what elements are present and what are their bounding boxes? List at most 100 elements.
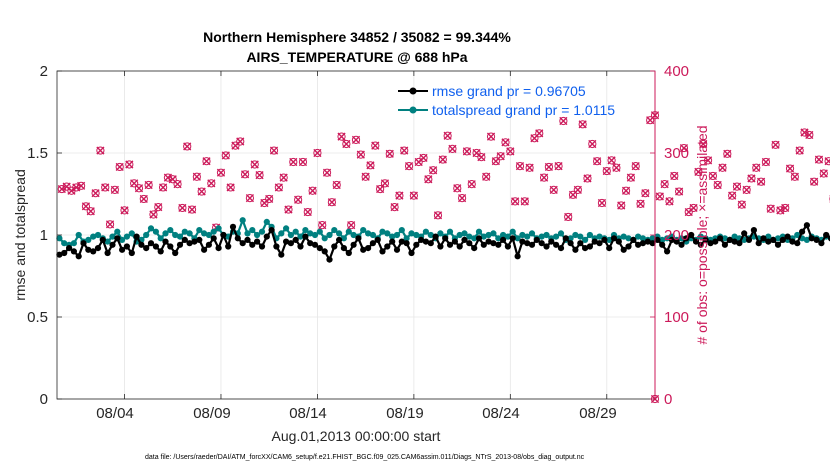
rmse-point bbox=[770, 236, 777, 243]
obs-possible-circle bbox=[207, 179, 216, 188]
obs-possible-circle bbox=[670, 171, 679, 181]
totalspread-point bbox=[143, 231, 150, 239]
obs-count-marker bbox=[173, 180, 182, 189]
obs-count-marker bbox=[559, 116, 568, 126]
obs-count-marker bbox=[192, 172, 201, 181]
obs-count-marker bbox=[356, 150, 365, 159]
obs-assimilated-cross bbox=[520, 197, 529, 206]
obs-possible-circle bbox=[515, 162, 525, 171]
obs-assimilated-cross bbox=[443, 131, 452, 140]
rmse-point bbox=[610, 235, 618, 242]
totalspread-point bbox=[625, 235, 632, 242]
obs-count-marker bbox=[289, 157, 298, 167]
obs-possible-circle bbox=[289, 157, 298, 167]
rmse-point bbox=[480, 241, 487, 248]
rmse-point bbox=[287, 240, 294, 247]
obs-count-marker bbox=[424, 175, 433, 184]
rmse-point bbox=[109, 241, 116, 248]
rmse-point bbox=[548, 238, 555, 245]
obs-assimilated-cross bbox=[279, 173, 288, 182]
totalspread-point bbox=[114, 228, 121, 235]
obs-count-marker bbox=[621, 186, 631, 195]
obs-assimilated-cross bbox=[351, 135, 361, 144]
rmse-point bbox=[538, 240, 545, 247]
obs-assimilated-cross bbox=[810, 177, 819, 186]
obs-count-marker bbox=[742, 185, 751, 194]
obs-assimilated-cross bbox=[689, 203, 698, 213]
totalspread-point bbox=[147, 225, 155, 232]
obs-possible-circle bbox=[742, 185, 751, 194]
totalspread-point bbox=[369, 231, 376, 239]
totalspread-point bbox=[119, 236, 126, 243]
obs-possible-circle bbox=[144, 180, 153, 190]
obs-possible-circle bbox=[96, 146, 105, 155]
obs-count-marker bbox=[197, 187, 206, 196]
obs-possible-circle bbox=[636, 199, 645, 208]
obs-assimilated-cross bbox=[819, 169, 828, 178]
obs-possible-circle bbox=[766, 204, 775, 213]
rmse-point bbox=[94, 245, 102, 252]
obs-count-marker bbox=[419, 153, 428, 163]
rmse-point bbox=[519, 238, 526, 245]
rmse-point bbox=[596, 240, 603, 247]
obs-count-marker bbox=[265, 194, 274, 204]
rmse-point bbox=[591, 238, 598, 245]
obs-assimilated-cross bbox=[120, 206, 129, 215]
totalspread-point bbox=[606, 236, 613, 243]
totalspread-point bbox=[215, 225, 222, 232]
obs-possible-circle bbox=[747, 174, 756, 183]
obs-possible-circle bbox=[424, 175, 433, 184]
obs-count-marker bbox=[554, 162, 563, 171]
rmse-point bbox=[490, 240, 497, 247]
obs-count-marker bbox=[486, 132, 496, 141]
obs-possible-circle bbox=[824, 157, 830, 166]
obs-count-marker bbox=[125, 160, 134, 169]
obs-possible-circle bbox=[77, 181, 86, 190]
obs-assimilated-cross bbox=[544, 162, 553, 172]
obs-assimilated-cross bbox=[525, 163, 534, 172]
obs-count-marker bbox=[655, 192, 664, 201]
rmse-point bbox=[495, 241, 502, 248]
totalspread-point bbox=[538, 233, 545, 240]
obs-count-marker bbox=[544, 162, 554, 172]
rmse-point bbox=[355, 235, 362, 242]
obs-possible-circle bbox=[380, 179, 390, 188]
obs-count-marker bbox=[477, 153, 486, 162]
obs-possible-circle bbox=[737, 200, 746, 209]
obs-possible-circle bbox=[351, 135, 361, 144]
obs-assimilated-cross bbox=[419, 153, 428, 163]
obs-possible-circle bbox=[467, 180, 476, 189]
obs-count-marker bbox=[298, 157, 308, 167]
obs-assimilated-cross bbox=[771, 140, 780, 149]
obs-count-marker bbox=[385, 149, 394, 158]
obs-possible-circle bbox=[91, 189, 100, 198]
obs-possible-circle bbox=[236, 137, 245, 146]
totalspread-point bbox=[639, 235, 647, 242]
right-tick-label: 0 bbox=[664, 391, 672, 408]
obs-assimilated-cross bbox=[458, 194, 467, 203]
obs-possible-circle bbox=[453, 184, 462, 193]
obs-count-marker bbox=[679, 143, 689, 153]
rmse-point bbox=[726, 236, 733, 243]
totalspread-point bbox=[398, 227, 405, 234]
obs-assimilated-cross bbox=[105, 220, 115, 229]
obs-possible-circle bbox=[390, 203, 399, 212]
rmse-point bbox=[316, 245, 323, 252]
obs-assimilated-cross bbox=[708, 171, 717, 181]
obs-assimilated-cross bbox=[588, 139, 597, 149]
rmse-point bbox=[620, 246, 627, 253]
totalspread-point bbox=[128, 230, 135, 237]
axis-ticks bbox=[57, 70, 656, 400]
obs-assimilated-cross bbox=[429, 166, 438, 175]
obs-possible-circle bbox=[438, 155, 447, 164]
obs-assimilated-cross bbox=[101, 183, 110, 192]
totalspread-point bbox=[403, 235, 410, 242]
obs-count-marker bbox=[723, 149, 732, 158]
obs-possible-circle bbox=[342, 139, 351, 149]
obs-assimilated-cross bbox=[313, 148, 322, 158]
obs-count-marker bbox=[429, 166, 438, 175]
obs-possible-circle bbox=[785, 164, 795, 173]
obs-assimilated-cross bbox=[110, 185, 119, 194]
obs-possible-circle bbox=[419, 153, 428, 163]
